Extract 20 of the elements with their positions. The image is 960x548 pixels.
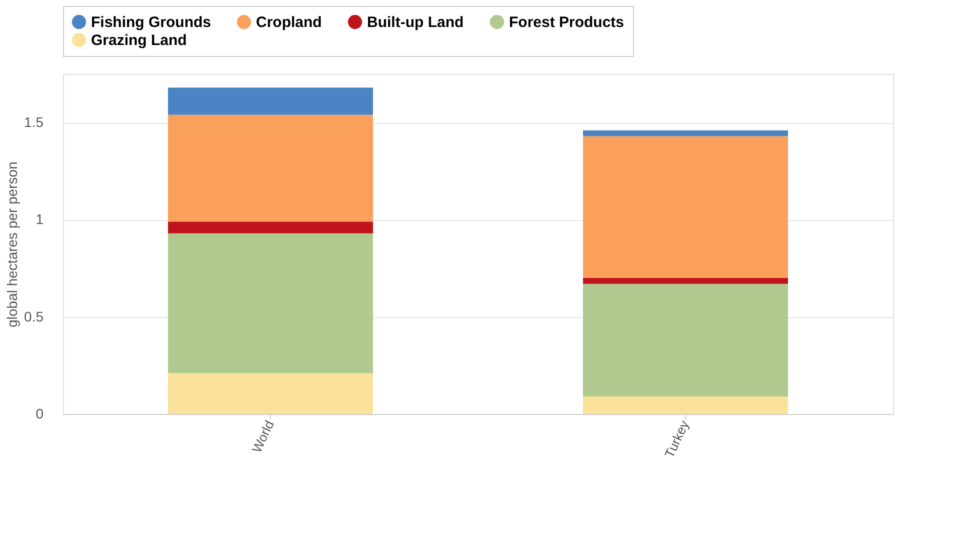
bar <box>168 222 373 234</box>
y-tick-label: 1 <box>36 211 44 228</box>
bar <box>583 130 788 136</box>
y-tick-label: 1.5 <box>24 114 44 130</box>
bar <box>168 233 373 374</box>
bar <box>168 373 373 414</box>
bar <box>168 114 373 222</box>
legend-label: Built-up Land <box>367 14 464 31</box>
y-tick-label: 0 <box>36 406 44 422</box>
legend-label: Fishing Grounds <box>91 14 211 31</box>
y-tick-label: 0.5 <box>24 308 44 324</box>
bar <box>168 88 373 115</box>
y-axis-title: global hectares per person <box>4 162 20 328</box>
bar <box>583 284 788 397</box>
bar <box>583 396 788 414</box>
legend-label: Forest Products <box>509 14 624 31</box>
legend-label: Cropland <box>256 14 322 31</box>
bar <box>583 136 788 278</box>
legend-label: Grazing Land <box>91 32 187 49</box>
bar <box>583 278 788 284</box>
